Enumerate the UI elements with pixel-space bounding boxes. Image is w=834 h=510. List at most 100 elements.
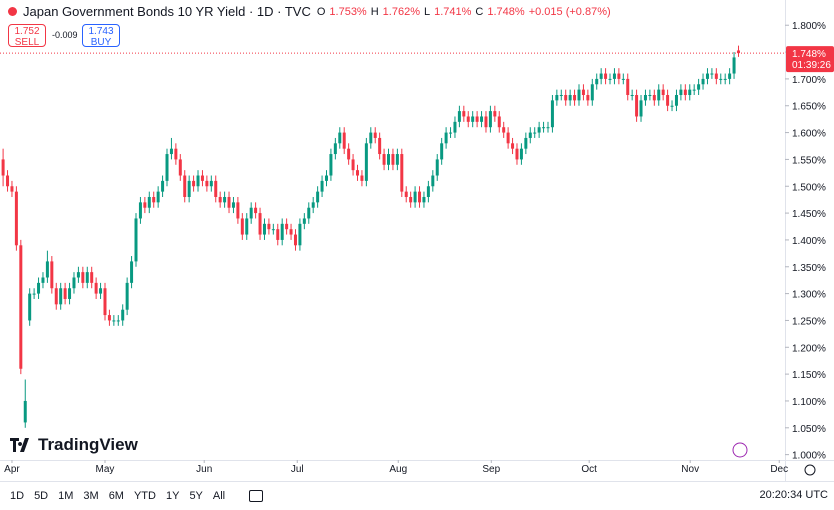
candle-body [621,78,625,80]
candle-body [187,180,191,197]
sell-label: SELL [14,37,40,48]
buy-label: BUY [90,37,112,48]
candle-body [590,84,594,101]
candle-body [276,229,280,240]
candle-body [471,116,475,122]
candle-body [258,213,262,235]
x-tick-label: Dec [770,464,788,475]
range-button[interactable]: All [212,490,226,502]
candle-body [550,100,554,128]
candle-body [409,196,413,203]
candle-body [387,154,391,165]
range-button[interactable]: 1M [58,490,74,502]
candle-body [475,116,479,122]
candle-body [679,89,683,96]
candle-body [710,73,714,75]
candle-body [519,148,523,160]
candle-body [320,180,324,192]
candle-body [719,78,723,80]
range-button[interactable]: 5Y [189,490,203,502]
ohlc-label: O [316,5,326,18]
y-tick-label: 1.300% [792,290,826,301]
symbol-header: Japan Government Bonds 10 YR Yield · 1D … [8,4,611,19]
candle-body [32,293,36,295]
candle-body [63,288,67,299]
y-tick-label: 1.250% [792,316,826,327]
candle-body [497,116,501,128]
x-tick-label: May [96,464,115,475]
x-tick-label: Oct [581,464,597,475]
candle-body [81,272,85,283]
range-button[interactable]: 1D [10,490,25,502]
range-button[interactable]: YTD [133,490,156,502]
chart: 1.000% 1.050% 1.100% 1.150% 1.200% 1.250% 1.30… [0,0,834,481]
candle-body [112,320,116,322]
date-range-button[interactable] [249,490,264,502]
candle-body [661,89,665,96]
logo-icon [10,438,29,452]
candle-body [701,78,705,85]
candle-body [329,154,333,176]
range-button[interactable]: 1Y [165,490,180,502]
symbol-title[interactable]: Japan Government Bonds 10 YR Yield · 1D … [23,4,311,19]
spread: -0.009 [52,30,78,40]
candle-body [537,127,541,133]
range-button[interactable]: 5D [34,490,49,502]
candle-body [338,132,342,144]
candle-body [369,132,373,144]
candle-body [41,277,45,283]
y-tick-label: 1.800% [792,21,826,32]
alert-icon [732,442,748,458]
y-tick-label: 1.100% [792,397,826,408]
y-tick-label: 1.200% [792,343,826,354]
candle-body [169,148,173,155]
candle-body [59,288,63,305]
candle-body [577,89,581,101]
candle-body [449,132,453,134]
candle-body [364,143,368,181]
candle-body [85,272,89,283]
candle-body [564,95,568,101]
candle-body [413,191,417,203]
candle-body [559,95,563,97]
candle-body [37,282,41,294]
ohlc-value: 1.753% [329,5,367,18]
candle-body [528,132,532,138]
candle-body [72,277,76,289]
sell-button[interactable]: 1.752 SELL [8,24,46,48]
range-button[interactable]: 6M [108,490,124,502]
candle-body [205,180,209,187]
candle-body [457,111,461,122]
candle-body [245,218,249,235]
candle-body [152,196,156,203]
candle-body [285,223,289,230]
x-tick-label: Jun [196,464,212,475]
candle-body [573,95,577,101]
candle-body [347,148,351,160]
candle-body [240,218,244,235]
y-tick-label: 1.050% [792,424,826,435]
candle-body [378,137,382,155]
candle-body [515,148,519,160]
candle-body [418,191,422,203]
range-button[interactable]: 3M [83,490,99,502]
candle-body [533,132,537,134]
candle-body [324,175,328,181]
candle-body [254,207,258,214]
candle-body [76,272,80,278]
candle-body [595,78,599,85]
candle-body [307,207,311,219]
candle-body [342,132,346,149]
candle-body [316,191,320,203]
y-tick-label: 1.700% [792,75,826,86]
logo: TradingView [10,435,138,455]
buy-button[interactable]: 1.743 BUY [82,24,120,48]
x-tick-label: Nov [681,464,699,475]
y-tick-label: 1.450% [792,209,826,220]
candle-body [453,121,457,133]
candle-body [511,143,515,149]
candle-body [298,223,302,246]
candle-body [94,282,98,294]
candle-body [506,132,510,144]
